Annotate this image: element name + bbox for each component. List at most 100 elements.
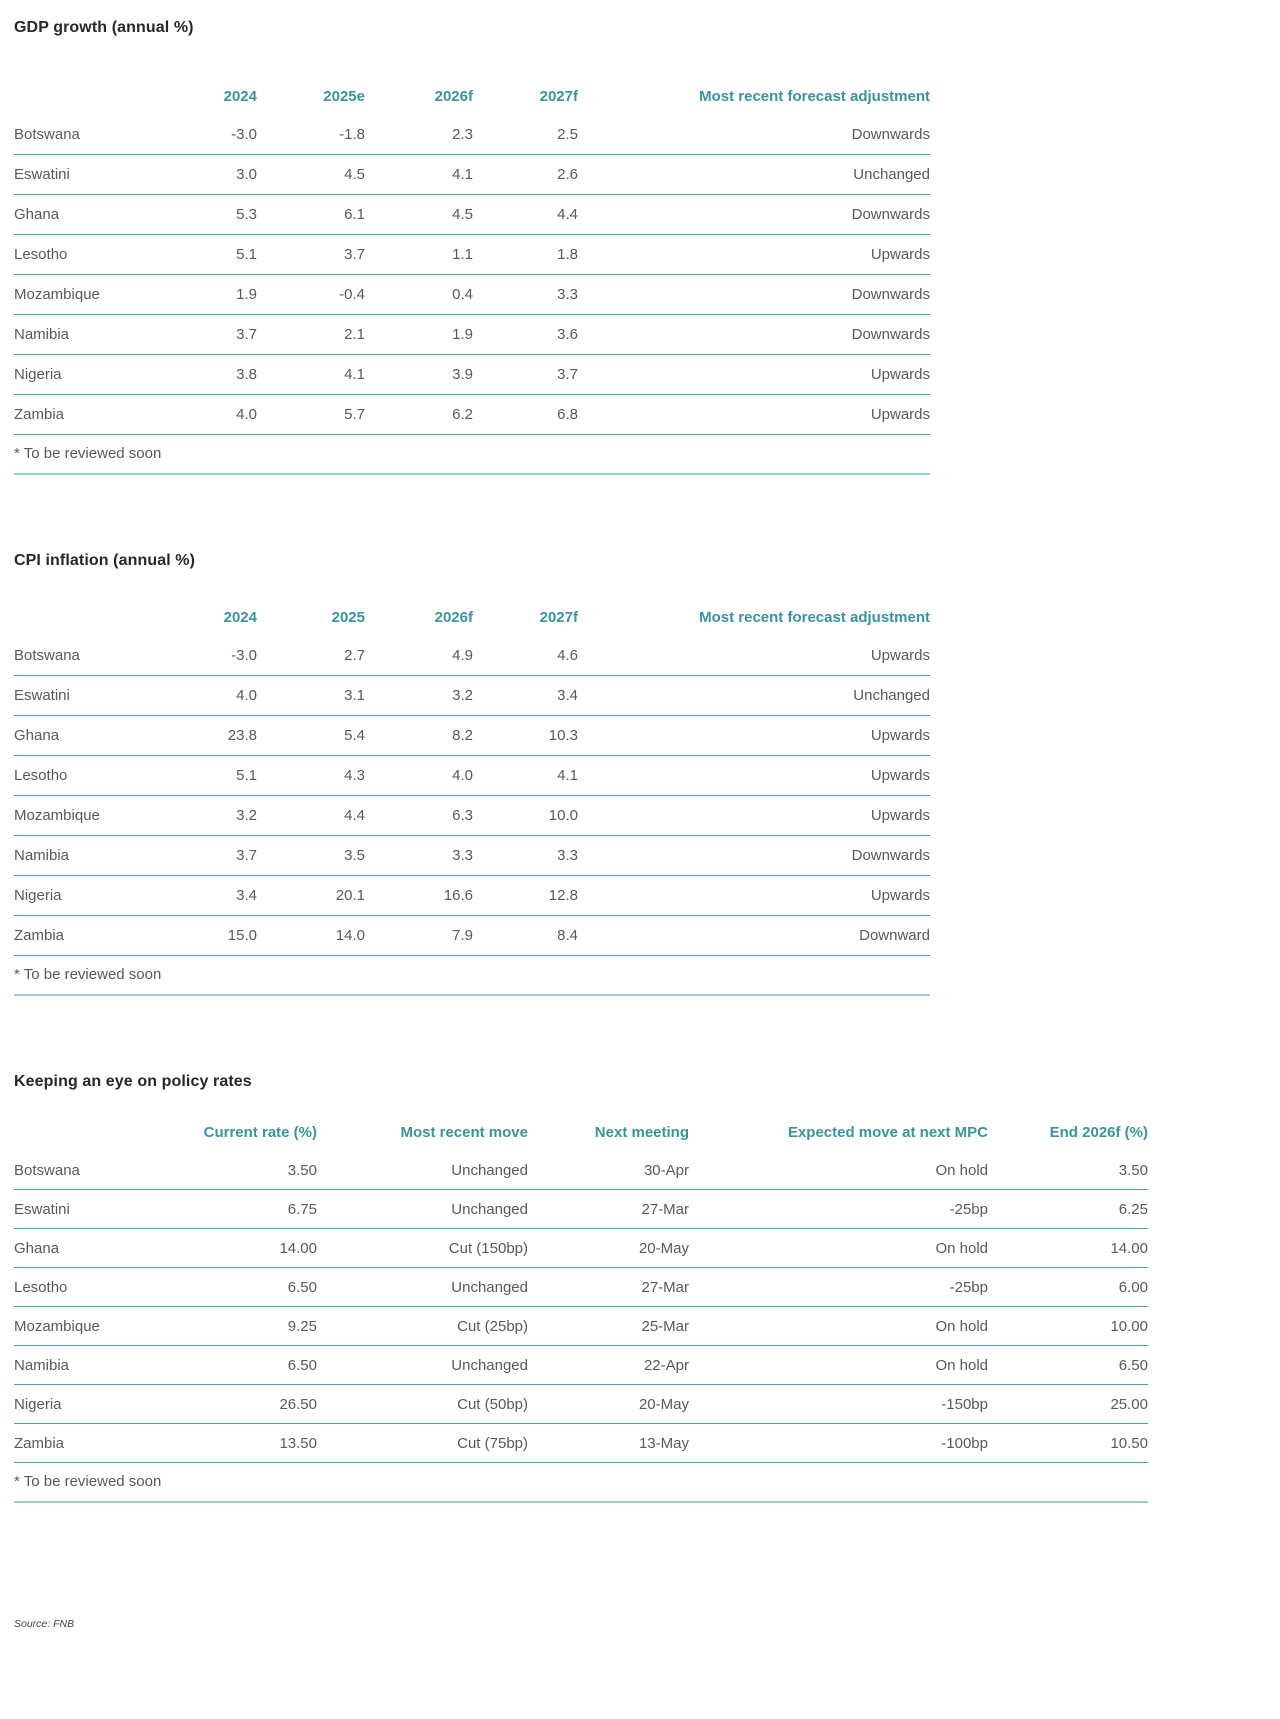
value-cell: 3.7 (257, 234, 365, 275)
value-cell: Cut (75bp) (317, 1423, 528, 1463)
value-cell: 3.9 (365, 354, 473, 395)
value-cell: Upwards (578, 715, 930, 756)
value-cell: 6.8 (473, 394, 578, 435)
policy-rates-table: Current rate (%) Most recent move Next mee… (14, 1113, 1148, 1463)
value-cell: Downwards (578, 274, 930, 315)
value-cell: 10.50 (988, 1423, 1148, 1463)
column-header: Most recent forecast adjustment (699, 87, 930, 105)
country-cell: Lesotho (14, 1267, 144, 1307)
country-cell: Namibia (14, 314, 154, 355)
value-cell: 6.75 (144, 1189, 317, 1229)
value-cell: 6.50 (144, 1267, 317, 1307)
value-cell: 4.4 (257, 795, 365, 836)
column-header: 2026f (434, 87, 473, 105)
value-cell: Upwards (578, 875, 930, 916)
value-cell: Unchanged (578, 154, 930, 195)
value-cell: 2.6 (473, 154, 578, 195)
table-row: Zambia 15.0 14.0 7.9 8.4 Downward (14, 915, 930, 956)
column-header (14, 598, 154, 636)
value-cell: On hold (689, 1306, 988, 1346)
value-cell: 7.9 (365, 915, 473, 956)
column-header: 2024 (223, 608, 257, 626)
value-cell: Unchanged (317, 1151, 528, 1190)
value-cell: 3.5 (257, 835, 365, 876)
value-cell: Cut (50bp) (317, 1384, 528, 1424)
table-row: Eswatini 3.0 4.5 4.1 2.6 Unchanged (14, 154, 930, 195)
value-cell: 3.7 (154, 314, 257, 355)
column-header: 2026f (434, 608, 473, 626)
column-header (14, 77, 154, 115)
country-cell: Botswana (14, 115, 154, 155)
value-cell: 14.00 (144, 1228, 317, 1268)
table-row: Namibia 6.50 Unchanged 22-Apr On hold 6.50 (14, 1345, 1148, 1385)
value-cell: 3.4 (154, 875, 257, 916)
value-cell: Upwards (578, 354, 930, 395)
country-cell: Mozambique (14, 274, 154, 315)
value-cell: 13-May (528, 1423, 689, 1463)
value-cell: 3.3 (365, 835, 473, 876)
value-cell: Downwards (578, 194, 930, 235)
value-cell: -150bp (689, 1384, 988, 1424)
value-cell: 5.3 (154, 194, 257, 235)
table-row: Mozambique 1.9 -0.4 0.4 3.3 Downwards (14, 274, 930, 315)
table-row: Namibia 3.7 3.5 3.3 3.3 Downwards (14, 835, 930, 876)
value-cell: Upwards (578, 234, 930, 275)
gdp-growth-section: GDP growth (annual %) 2024 2025e 2026f 2027… (14, 18, 1280, 475)
value-cell: 1.9 (154, 274, 257, 315)
value-cell: 8.4 (473, 915, 578, 956)
table-footnote: * To be reviewed soon (14, 956, 930, 996)
value-cell: 9.25 (144, 1306, 317, 1346)
value-cell: 3.4 (473, 675, 578, 716)
value-cell: Unchanged (317, 1267, 528, 1307)
value-cell: 6.2 (365, 394, 473, 435)
value-cell: 6.25 (988, 1189, 1148, 1229)
value-cell: 5.4 (257, 715, 365, 756)
header-row: 2024 2025 2026f 2027f Most recent forecast a… (14, 598, 930, 636)
country-cell: Zambia (14, 915, 154, 956)
column-header: Most recent move (400, 1123, 528, 1141)
value-cell: Upwards (578, 636, 930, 676)
value-cell: 27-Mar (528, 1267, 689, 1307)
value-cell: 2.7 (257, 636, 365, 676)
column-header: 2025 (331, 608, 365, 626)
value-cell: 3.0 (154, 154, 257, 195)
value-cell: 2.1 (257, 314, 365, 355)
value-cell: 15.0 (154, 915, 257, 956)
value-cell: 4.5 (257, 154, 365, 195)
value-cell: 12.8 (473, 875, 578, 916)
value-cell: 1.1 (365, 234, 473, 275)
value-cell: 2.5 (473, 115, 578, 155)
value-cell: Downwards (578, 835, 930, 876)
country-cell: Lesotho (14, 234, 154, 275)
value-cell: 27-Mar (528, 1189, 689, 1229)
table-row: Botswana -3.0 -1.8 2.3 2.5 Downwards (14, 115, 930, 155)
value-cell: Downward (578, 915, 930, 956)
table-row: Zambia 4.0 5.7 6.2 6.8 Upwards (14, 394, 930, 435)
value-cell: 1.9 (365, 314, 473, 355)
column-header: Expected move at next MPC (787, 1123, 988, 1141)
value-cell: 3.50 (144, 1151, 317, 1190)
country-cell: Botswana (14, 1151, 144, 1190)
country-cell: Mozambique (14, 1306, 144, 1346)
value-cell: -1.8 (257, 115, 365, 155)
value-cell: 20-May (528, 1384, 689, 1424)
value-cell: 5.1 (154, 234, 257, 275)
country-cell: Lesotho (14, 755, 154, 796)
value-cell: 4.1 (365, 154, 473, 195)
table-row: Mozambique 3.2 4.4 6.3 10.0 Upwards (14, 795, 930, 836)
policy-rates-title: Keeping an eye on policy rates (14, 1073, 252, 1090)
value-cell: 22-Apr (528, 1345, 689, 1385)
value-cell: 25.00 (988, 1384, 1148, 1424)
value-cell: 4.9 (365, 636, 473, 676)
policy-rates-section: Keeping an eye on policy rates Current r… (14, 1072, 1280, 1503)
cpi-inflation-table: 2024 2025 2026f 2027f Most recent forecast a… (14, 598, 930, 956)
country-cell: Nigeria (14, 875, 154, 916)
table-row: Lesotho 5.1 4.3 4.0 4.1 Upwards (14, 755, 930, 796)
table-row: Eswatini 6.75 Unchanged 27-Mar -25bp 6.25 (14, 1189, 1148, 1229)
value-cell: -3.0 (154, 115, 257, 155)
value-cell: On hold (689, 1151, 988, 1190)
value-cell: -100bp (689, 1423, 988, 1463)
value-cell: 26.50 (144, 1384, 317, 1424)
table-row: Namibia 3.7 2.1 1.9 3.6 Downwards (14, 314, 930, 355)
country-cell: Namibia (14, 1345, 144, 1385)
